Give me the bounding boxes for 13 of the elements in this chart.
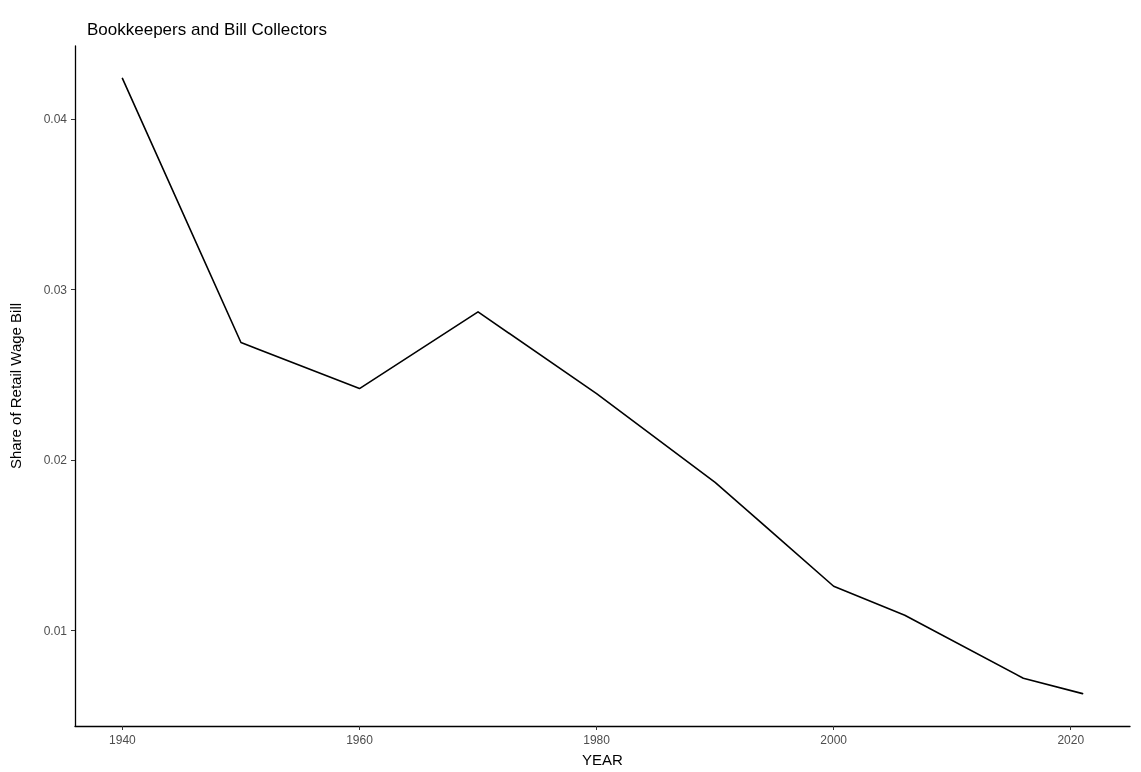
chart-title: Bookkeepers and Bill Collectors <box>87 20 328 39</box>
x-tick-label: 1940 <box>109 733 137 747</box>
y-axis-title: Share of Retail Wage Bill <box>7 302 24 470</box>
x-axis-title: YEAR <box>582 751 624 768</box>
x-tick-label: 2000 <box>820 733 848 747</box>
y-tick-label: 0.02 <box>43 453 68 468</box>
x-tick-label: 1960 <box>346 733 374 747</box>
y-tick-label: 0.01 <box>43 623 68 638</box>
x-tick-label: 2020 <box>1057 733 1085 747</box>
y-tick-label: 0.03 <box>43 282 68 297</box>
y-tick-label: 0.04 <box>43 112 68 127</box>
x-tick-label: 1980 <box>583 733 611 747</box>
line-series <box>121 77 1084 695</box>
